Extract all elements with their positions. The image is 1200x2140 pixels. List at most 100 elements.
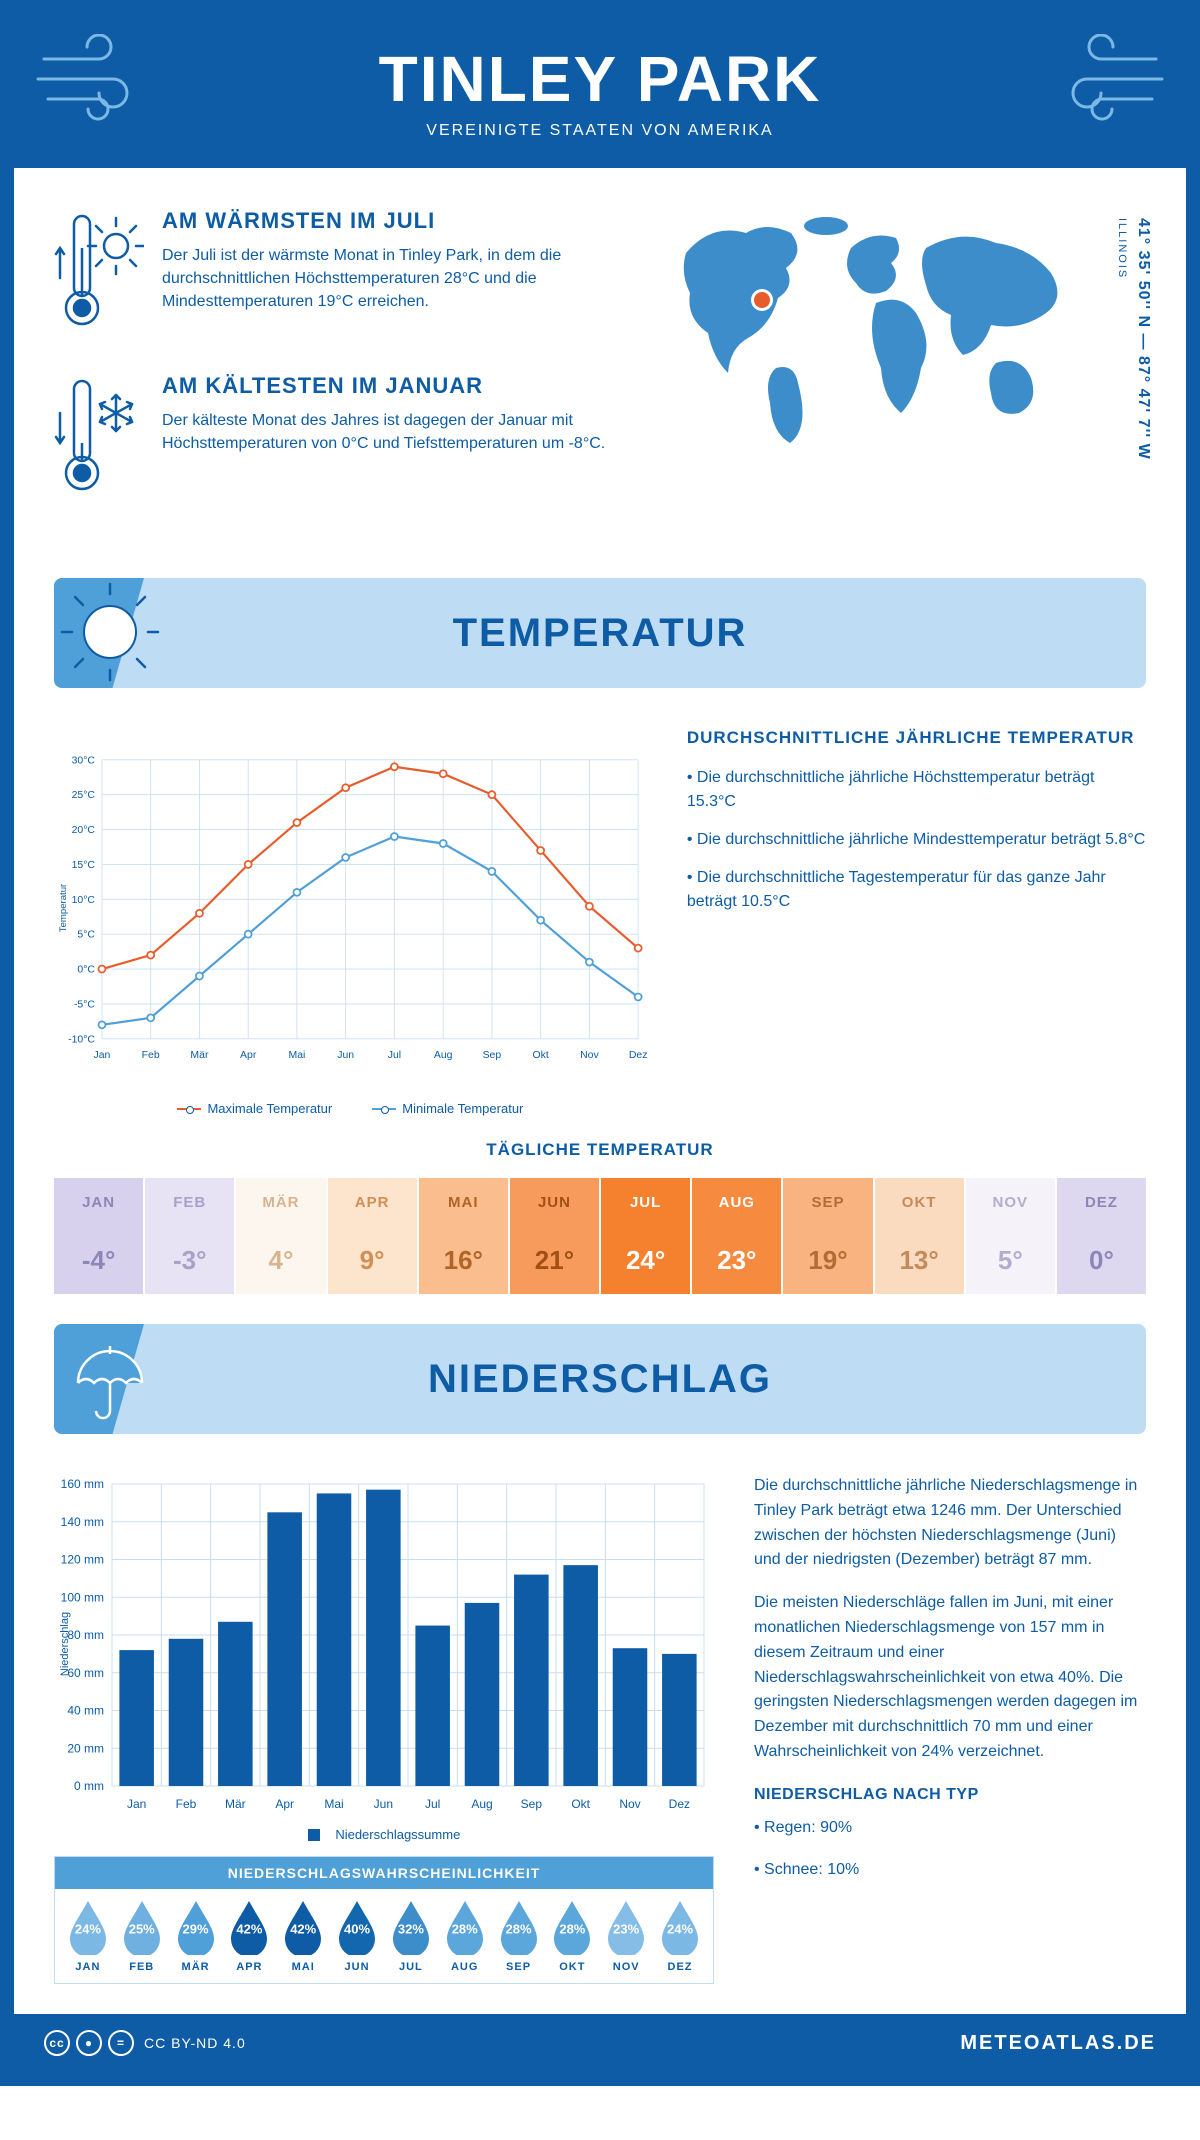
prob-cell: 42%MAI [276, 1899, 330, 1979]
raindrop-icon: 24% [658, 1899, 702, 1955]
temp-side-p1: • Die durchschnittliche jährliche Höchst… [687, 766, 1146, 814]
svg-text:Aug: Aug [471, 1797, 492, 1811]
svg-text:40 mm: 40 mm [67, 1704, 104, 1718]
svg-text:Niederschlag: Niederschlag [59, 1612, 71, 1676]
svg-text:25°C: 25°C [72, 790, 96, 801]
page-subtitle: VEREINIGTE STAATEN VON AMERIKA [379, 122, 822, 140]
brand: METEOATLAS.DE [960, 2032, 1156, 2055]
svg-text:60 mm: 60 mm [67, 1666, 104, 1680]
daily-cell: APR9° [328, 1178, 419, 1294]
daily-cell: MÄR4° [236, 1178, 327, 1294]
svg-text:Jan: Jan [94, 1050, 111, 1061]
cc-icon: cc [44, 2030, 70, 2056]
temperature-summary: DURCHSCHNITTLICHE JÄHRLICHE TEMPERATUR •… [687, 728, 1146, 1116]
header: TINLEY PARK VEREINIGTE STAATEN VON AMERI… [14, 14, 1186, 168]
precip-type2: • Schnee: 10% [754, 1858, 1146, 1883]
raindrop-icon: 28% [497, 1899, 541, 1955]
temp-side-p2: • Die durchschnittliche jährliche Mindes… [687, 828, 1146, 852]
daily-cell: MAI16° [419, 1178, 510, 1294]
state-label: ILLINOIS [1116, 218, 1128, 279]
temp-side-heading: DURCHSCHNITTLICHE JÄHRLICHE TEMPERATUR [687, 728, 1146, 748]
by-icon: ● [76, 2030, 102, 2056]
precip-text: Die durchschnittliche jährliche Niedersc… [754, 1474, 1146, 1984]
wind-icon [34, 34, 154, 129]
page-title: TINLEY PARK [379, 42, 822, 116]
thermometer-sun-icon [54, 208, 144, 343]
daily-cell: NOV5° [966, 1178, 1057, 1294]
svg-text:Aug: Aug [434, 1050, 453, 1061]
svg-text:Jan: Jan [127, 1797, 146, 1811]
prob-cell: 28%OKT [545, 1899, 599, 1979]
svg-text:Mär: Mär [225, 1797, 246, 1811]
svg-text:80 mm: 80 mm [67, 1628, 104, 1642]
raindrop-icon: 28% [550, 1899, 594, 1955]
daily-cell: FEB-3° [145, 1178, 236, 1294]
svg-text:-10°C: -10°C [68, 1034, 95, 1045]
precip-p1: Die durchschnittliche jährliche Niedersc… [754, 1474, 1146, 1573]
precip-section-bar: NIEDERSCHLAG [54, 1324, 1146, 1434]
prob-cell: 24%JAN [61, 1899, 115, 1979]
svg-text:20°C: 20°C [72, 825, 96, 836]
legend-min: Minimale Temperatur [372, 1101, 523, 1116]
daily-cell: JUL24° [601, 1178, 692, 1294]
thermometer-snow-icon [54, 373, 144, 508]
svg-text:Dez: Dez [669, 1797, 690, 1811]
raindrop-icon: 24% [66, 1899, 110, 1955]
daily-cell: SEP19° [783, 1178, 874, 1294]
svg-text:15°C: 15°C [72, 860, 96, 871]
svg-text:140 mm: 140 mm [61, 1515, 104, 1529]
svg-text:100 mm: 100 mm [61, 1590, 104, 1604]
prob-cell: 29%MÄR [169, 1899, 223, 1979]
cc-icons: cc ● = [44, 2030, 134, 2056]
svg-text:Jul: Jul [388, 1050, 401, 1061]
svg-text:Nov: Nov [580, 1050, 599, 1061]
daily-cell: AUG23° [692, 1178, 783, 1294]
svg-text:Jul: Jul [425, 1797, 440, 1811]
nd-icon: = [108, 2030, 134, 2056]
raindrop-icon: 32% [389, 1899, 433, 1955]
svg-text:0°C: 0°C [77, 965, 95, 976]
precip-chart: 0 mm20 mm40 mm60 mm80 mm100 mm120 mm140 … [54, 1474, 714, 1842]
prob-cell: 28%SEP [492, 1899, 546, 1979]
svg-text:Sep: Sep [483, 1050, 502, 1061]
probability-box: NIEDERSCHLAGSWAHRSCHEINLICHKEIT 24%JAN 2… [54, 1856, 714, 1984]
svg-text:Feb: Feb [142, 1050, 160, 1061]
svg-text:0 mm: 0 mm [74, 1779, 104, 1793]
probability-title: NIEDERSCHLAGSWAHRSCHEINLICHKEIT [55, 1857, 713, 1889]
svg-text:Sep: Sep [521, 1797, 543, 1811]
svg-text:Dez: Dez [629, 1050, 647, 1061]
svg-text:160 mm: 160 mm [61, 1477, 104, 1491]
svg-text:Mai: Mai [324, 1797, 343, 1811]
page: TINLEY PARK VEREINIGTE STAATEN VON AMERI… [0, 0, 1200, 2086]
svg-text:30°C: 30°C [72, 755, 96, 766]
raindrop-icon: 42% [281, 1899, 325, 1955]
prob-cell: 23%NOV [599, 1899, 653, 1979]
svg-text:-5°C: -5°C [74, 999, 95, 1010]
daily-cell: OKT13° [875, 1178, 966, 1294]
daily-cell: JUN21° [510, 1178, 601, 1294]
svg-text:120 mm: 120 mm [61, 1553, 104, 1567]
precip-type-heading: NIEDERSCHLAG NACH TYP [754, 1783, 1146, 1808]
legend-max: Maximale Temperatur [177, 1101, 332, 1116]
temperature-chart: -10°C-5°C0°C5°C10°C15°C20°C25°C30°CJanFe… [54, 728, 647, 1116]
prob-cell: 42%APR [222, 1899, 276, 1979]
svg-text:Temperatur: Temperatur [58, 883, 69, 932]
warmest-block: AM WÄRMSTEN IM JULI Der Juli ist der wär… [54, 208, 636, 343]
warm-heading: AM WÄRMSTEN IM JULI [162, 208, 636, 234]
precip-p2: Die meisten Niederschläge fallen im Juni… [754, 1591, 1146, 1765]
svg-text:Okt: Okt [571, 1797, 590, 1811]
raindrop-icon: 28% [443, 1899, 487, 1955]
license-text: CC BY-ND 4.0 [144, 2035, 246, 2051]
sun-icon [60, 582, 160, 687]
daily-cell: JAN-4° [54, 1178, 145, 1294]
legend-precip: Niederschlagssumme [308, 1827, 461, 1842]
map-block: ILLINOIS 41° 35' 50'' N — 87° 47' 7'' W [666, 208, 1146, 538]
raindrop-icon: 42% [227, 1899, 271, 1955]
temp-side-p3: • Die durchschnittliche Tagestemperatur … [687, 866, 1146, 914]
temperature-title: TEMPERATUR [453, 611, 748, 656]
daily-temp-table: JAN-4°FEB-3°MÄR4°APR9°MAI16°JUN21°JUL24°… [54, 1178, 1146, 1294]
prob-cell: 24%DEZ [653, 1899, 707, 1979]
wind-icon [1046, 34, 1166, 129]
precip-type1: • Regen: 90% [754, 1816, 1146, 1841]
prob-cell: 28%AUG [438, 1899, 492, 1979]
